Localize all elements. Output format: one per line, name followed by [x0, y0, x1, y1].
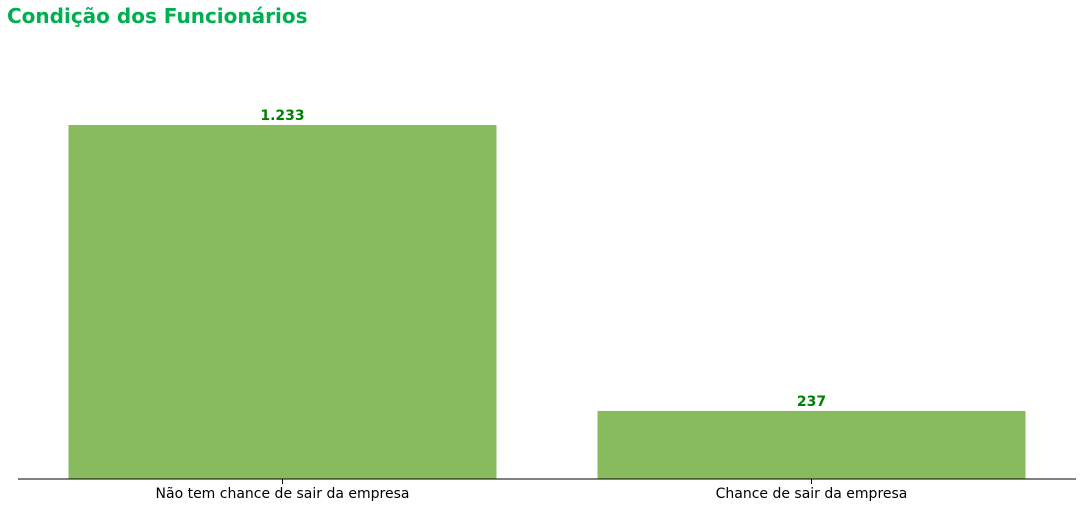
x-tick-label-1: Chance de sair da empresa: [716, 486, 908, 502]
data-labels-group: 1.233 237: [260, 108, 826, 410]
data-label-1: 237: [797, 394, 826, 410]
chart-title: Condição dos Funcionários: [7, 4, 308, 28]
data-label-0: 1.233: [260, 108, 304, 124]
x-tick-label-0: Não tem chance de sair da empresa: [156, 486, 410, 502]
bar-1: [597, 410, 1026, 479]
x-ticks-group: Não tem chance de sair da empresa Chance …: [156, 479, 908, 502]
bar-0: [68, 125, 497, 479]
bars-group: [68, 125, 1026, 479]
